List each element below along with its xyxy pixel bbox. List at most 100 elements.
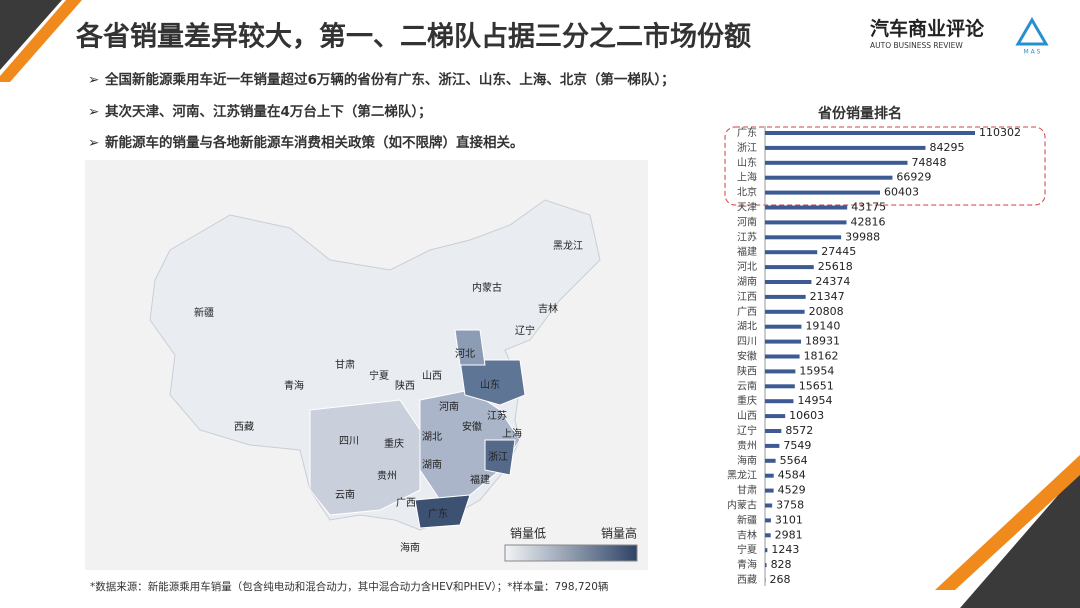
category-label: 广东 <box>737 126 757 139</box>
decor <box>960 470 1080 608</box>
map-label: 贵州 <box>377 469 397 482</box>
bar <box>765 369 796 374</box>
category-label: 上海 <box>737 171 757 184</box>
decor <box>0 0 82 82</box>
bullet-arrow: ➢ <box>88 72 99 88</box>
value-label: 5564 <box>780 454 808 467</box>
bar <box>765 294 806 299</box>
value-label: 2981 <box>775 528 803 541</box>
bar <box>765 175 893 180</box>
value-label: 10603 <box>789 409 824 422</box>
value-label: 74848 <box>912 156 947 169</box>
bullet: 其次天津、河南、江苏销量在4万台上下（第二梯队）； <box>105 103 432 120</box>
map-label: 上海 <box>502 427 522 440</box>
map-label: 青海 <box>284 379 304 392</box>
map-label: 湖北 <box>422 431 442 443</box>
bullet: 全国新能源乘用车近一年销量超过6万辆的省份有广东、浙江、山东、上海、北京（第一梯… <box>104 71 675 88</box>
category-label: 天津 <box>737 202 757 214</box>
category-label: 辽宁 <box>737 424 757 437</box>
bar <box>765 533 771 538</box>
map-label: 内蒙古 <box>472 281 502 294</box>
value-label: 7549 <box>783 439 811 452</box>
category-label: 北京 <box>737 186 757 199</box>
logo-name: 汽车商业评论 <box>870 17 985 40</box>
category-label: 福建 <box>737 245 757 258</box>
value-label: 66929 <box>896 171 931 184</box>
bar <box>765 518 771 523</box>
map-label: 吉林 <box>538 302 558 315</box>
category-label: 浙江 <box>737 142 757 154</box>
bar <box>765 235 842 240</box>
bar <box>765 548 768 553</box>
title: 各省销量差异较大，第一、二梯队占据三分之二市场份额 <box>75 21 751 53</box>
bullet-arrow: ➢ <box>88 104 99 120</box>
value-label: 3101 <box>775 513 803 526</box>
category-label: 吉林 <box>737 528 757 541</box>
legend-low: 销量低 <box>510 527 546 541</box>
bullet-arrow: ➢ <box>88 135 99 151</box>
bar <box>765 414 786 419</box>
category-label: 海南 <box>737 454 757 467</box>
value-label: 18931 <box>805 335 840 348</box>
category-label: 河南 <box>737 215 757 228</box>
bar <box>765 488 774 493</box>
bar <box>765 220 847 225</box>
map-region <box>414 494 471 529</box>
chart-title: 省份销量排名 <box>817 105 902 122</box>
bar <box>765 265 814 270</box>
highlight-box <box>724 126 1046 206</box>
map-label: 重庆 <box>384 437 404 450</box>
map-label: 河南 <box>439 400 459 413</box>
map-label: 辽宁 <box>515 324 535 337</box>
value-label: 39988 <box>845 230 880 243</box>
category-label: 山西 <box>737 410 757 422</box>
category-label: 江苏 <box>737 230 757 243</box>
legend-high: 销量高 <box>601 526 637 541</box>
category-label: 重庆 <box>737 394 757 407</box>
bar <box>765 384 795 389</box>
bar <box>765 458 776 463</box>
bar <box>765 324 802 329</box>
map-label: 新疆 <box>194 306 214 319</box>
value-label: 3758 <box>776 499 804 512</box>
map-region <box>484 439 516 476</box>
map-label: 河北 <box>455 348 475 360</box>
value-label: 18162 <box>804 350 839 363</box>
bar <box>765 190 880 195</box>
bar <box>765 339 802 344</box>
category-label: 青海 <box>737 558 757 571</box>
logo-english: AUTO BUSINESS REVIEW <box>870 41 963 50</box>
category-label: 新疆 <box>737 513 757 526</box>
decor <box>935 455 1080 590</box>
value-label: 828 <box>771 558 792 571</box>
category-label: 湖南 <box>737 275 757 288</box>
value-label: 4584 <box>778 469 806 482</box>
category-label: 山东 <box>737 156 757 169</box>
value-label: 24374 <box>815 275 850 288</box>
map-label: 江苏 <box>487 409 507 422</box>
map-label: 安徽 <box>462 420 482 433</box>
map-label: 浙江 <box>488 451 508 463</box>
value-label: 8572 <box>785 424 813 437</box>
category-label: 湖北 <box>737 321 757 333</box>
bullet: 新能源车的销量与各地新能源车消费相关政策（如不限牌）直接相关。 <box>105 134 524 151</box>
value-label: 60403 <box>884 186 919 199</box>
value-label: 19140 <box>805 320 840 333</box>
category-label: 四川 <box>737 337 757 348</box>
category-label: 广西 <box>737 306 757 318</box>
value-label: 15651 <box>799 379 834 392</box>
value-label: 4529 <box>778 484 806 497</box>
category-label: 宁夏 <box>737 543 757 556</box>
bar <box>765 503 773 508</box>
logo-icon <box>1015 17 1049 46</box>
bar <box>765 280 812 284</box>
map-label: 山东 <box>480 378 500 391</box>
category-label: 江西 <box>737 291 757 303</box>
map-label: 宁夏 <box>369 369 389 382</box>
map-region <box>459 359 526 406</box>
value-label: 43175 <box>851 201 886 214</box>
bar <box>765 399 794 404</box>
map-label: 甘肃 <box>335 358 355 371</box>
map-label: 山西 <box>422 370 442 382</box>
